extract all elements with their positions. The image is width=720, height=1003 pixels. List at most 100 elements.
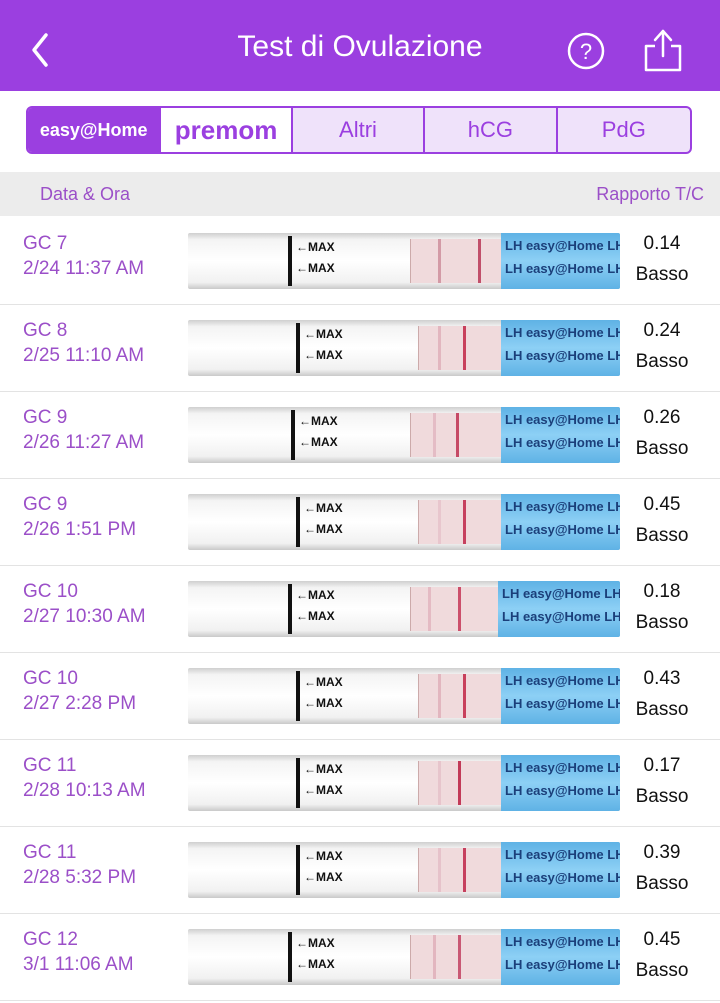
tc-ratio-value: 0.17 bbox=[643, 755, 681, 776]
strip-max-label: ←MAX bbox=[299, 435, 338, 449]
tc-ratio-value: 0.43 bbox=[643, 668, 681, 689]
chevron-left-icon bbox=[32, 33, 48, 67]
lh-level-label: Basso bbox=[635, 438, 689, 459]
strip-control-line bbox=[428, 587, 431, 631]
test-row[interactable]: GC 10 2/27 10:30 AM ←MAX ←MAX LH easy@Home L… bbox=[0, 565, 720, 653]
cycle-day: GC 9 bbox=[23, 494, 68, 515]
cycle-day: GC 11 bbox=[23, 755, 77, 776]
strip-max-label: ←MAX bbox=[304, 870, 343, 884]
tab-pdg[interactable]: PdG bbox=[601, 117, 646, 142]
strip-max-label: ←MAX bbox=[304, 501, 343, 515]
strip-max-label: ←MAX bbox=[304, 327, 343, 341]
test-datetime: 2/28 5:32 PM bbox=[23, 867, 137, 888]
strip-max-label: ←MAX bbox=[296, 240, 335, 254]
strip-brand-text: LH easy@Home LH bbox=[505, 870, 620, 885]
cycle-day: GC 7 bbox=[23, 233, 68, 254]
strip-brand-text: LH easy@Home LH bbox=[505, 847, 620, 862]
strip-max-marker bbox=[296, 758, 300, 808]
strip-max-label: ←MAX bbox=[304, 783, 343, 797]
tab-hcg[interactable]: hCG bbox=[425, 108, 558, 152]
strip-brand-text: LH easy@Home LH bbox=[502, 586, 620, 601]
strip-brand-text: LH easy@Home LH bbox=[505, 957, 620, 972]
cycle-day: GC 10 bbox=[23, 581, 78, 602]
test-row[interactable]: GC 8 2/25 11:10 AM ←MAX ←MAX LH easy@Home LH… bbox=[0, 304, 720, 392]
test-row[interactable]: GC 10 2/27 2:28 PM ←MAX ←MAX LH easy@Home LH… bbox=[0, 652, 720, 740]
strip-control-line bbox=[438, 326, 441, 370]
test-datetime: 2/27 10:30 AM bbox=[23, 606, 146, 627]
strip-max-label: ←MAX bbox=[304, 522, 343, 536]
strip-brand-label: LH easy@Home LH LH easy@Home LH bbox=[501, 755, 620, 811]
strip-result-window bbox=[418, 848, 503, 892]
strip-max-marker bbox=[296, 497, 300, 547]
test-strip-image: ←MAX ←MAX LH easy@Home LH LH easy@Home LH bbox=[188, 842, 620, 898]
strip-test-line bbox=[458, 761, 461, 805]
test-strip-image: ←MAX ←MAX LH easy@Home LH LH easy@Home LH bbox=[188, 668, 620, 724]
strip-brand-label: LH easy@Home LH LH easy@Home LH bbox=[501, 494, 620, 550]
test-strip-image: ←MAX ←MAX LH easy@Home LH LH easy@Home LH bbox=[188, 581, 620, 637]
strip-control-line bbox=[438, 500, 441, 544]
lh-level-label: Basso bbox=[635, 786, 689, 807]
test-row[interactable]: GC 7 2/24 11:37 AM ←MAX ←MAX LH easy@Home LH… bbox=[0, 217, 720, 305]
test-row[interactable]: GC 11 2/28 10:13 AM ←MAX ←MAX LH easy@Home L… bbox=[0, 739, 720, 827]
strip-result-window bbox=[418, 500, 503, 544]
cycle-day: GC 8 bbox=[23, 320, 68, 341]
test-datetime: 2/25 11:10 AM bbox=[23, 345, 145, 366]
strip-brand-text: LH easy@Home LH bbox=[505, 238, 620, 253]
strip-brand-text: LH easy@Home LH bbox=[505, 348, 620, 363]
cycle-day: GC 9 bbox=[23, 407, 68, 428]
lh-level-label: Basso bbox=[635, 612, 689, 633]
date-time-column-label: Data & Ora bbox=[40, 184, 131, 204]
strip-result-window bbox=[418, 674, 503, 718]
strip-brand-text: LH easy@Home LH bbox=[505, 435, 620, 450]
strip-result-window bbox=[418, 326, 503, 370]
strip-max-label: ←MAX bbox=[296, 609, 335, 623]
test-strip-image: ←MAX ←MAX LH easy@Home LH LH easy@Home LH bbox=[188, 407, 620, 463]
test-row[interactable]: GC 9 2/26 1:51 PM ←MAX ←MAX LH easy@Home LH L… bbox=[0, 478, 720, 566]
strip-max-marker bbox=[288, 932, 292, 982]
test-row[interactable]: GC 12 3/1 11:06 AM ←MAX ←MAX LH easy@Home LH… bbox=[0, 913, 720, 1001]
lh-level-label: Basso bbox=[635, 960, 689, 981]
tab-easyhome[interactable]: easy@Home bbox=[28, 108, 162, 152]
svg-text:?: ? bbox=[580, 39, 592, 64]
strip-brand-text: LH easy@Home LH bbox=[505, 499, 620, 514]
test-datetime: 2/26 1:51 PM bbox=[23, 519, 137, 540]
strip-test-line bbox=[463, 848, 466, 892]
test-strip-image: ←MAX ←MAX LH easy@Home LH LH easy@Home LH bbox=[188, 929, 620, 985]
tc-ratio-value: 0.18 bbox=[643, 581, 681, 602]
strip-control-line bbox=[438, 674, 441, 718]
strip-brand-text: LH easy@Home LH bbox=[505, 522, 620, 537]
strip-max-marker bbox=[296, 845, 300, 895]
strip-max-label: ←MAX bbox=[296, 588, 335, 602]
strip-result-window bbox=[410, 935, 503, 979]
back-button[interactable] bbox=[20, 25, 64, 75]
strip-max-marker bbox=[291, 410, 295, 460]
strip-brand-text: LH easy@Home LH bbox=[505, 673, 620, 688]
strip-test-line bbox=[463, 674, 466, 718]
test-datetime: 2/27 2:28 PM bbox=[23, 693, 137, 714]
strip-brand-label: LH easy@Home LH LH easy@Home LH bbox=[498, 581, 620, 637]
strip-max-marker bbox=[296, 323, 300, 373]
lh-level-label: Basso bbox=[635, 525, 689, 546]
help-button[interactable]: ? bbox=[566, 31, 606, 71]
test-row[interactable]: GC 11 2/28 5:32 PM ←MAX ←MAX LH easy@Home LH… bbox=[0, 826, 720, 914]
ratio-column-label: Rapporto T/C bbox=[596, 184, 704, 204]
strip-brand-text: LH easy@Home LH bbox=[505, 261, 620, 276]
strip-control-line bbox=[438, 848, 441, 892]
test-strip-image: ←MAX ←MAX LH easy@Home LH LH easy@Home LH bbox=[188, 320, 620, 376]
strip-max-marker bbox=[288, 584, 292, 634]
tab-altri[interactable]: Altri bbox=[293, 108, 426, 152]
strip-control-line bbox=[438, 761, 441, 805]
strip-max-label: ←MAX bbox=[304, 696, 343, 710]
test-row[interactable]: GC 9 2/26 11:27 AM ←MAX ←MAX LH easy@Home LH… bbox=[0, 391, 720, 479]
strip-result-window bbox=[410, 239, 503, 283]
strip-brand-text: LH easy@Home LH bbox=[505, 696, 620, 711]
strip-brand-text: LH easy@Home LH bbox=[505, 934, 620, 949]
strip-control-line bbox=[438, 239, 441, 283]
strip-control-line bbox=[433, 935, 436, 979]
tc-ratio-value: 0.26 bbox=[643, 407, 681, 428]
question-circle-icon: ? bbox=[567, 32, 605, 70]
strip-brand-text: LH easy@Home LH bbox=[505, 325, 620, 340]
strip-brand-label: LH easy@Home LH LH easy@Home LH bbox=[501, 842, 620, 898]
tab-premom[interactable]: premom bbox=[161, 108, 293, 152]
share-button[interactable] bbox=[640, 26, 686, 74]
